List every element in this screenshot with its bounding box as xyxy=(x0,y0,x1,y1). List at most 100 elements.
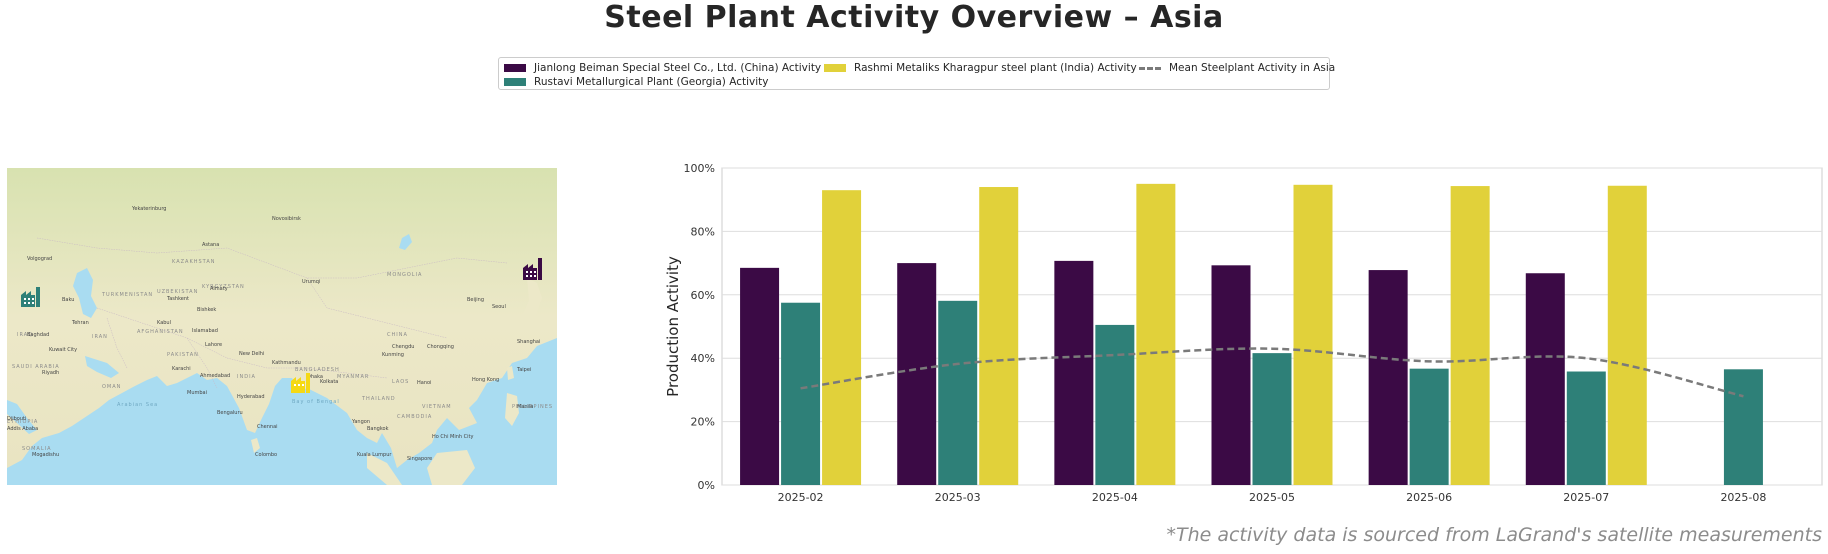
svg-text:PAKISTAN: PAKISTAN xyxy=(167,352,199,358)
chart-legend: Jianlong Beiman Special Steel Co., Ltd. … xyxy=(498,57,1335,90)
bar xyxy=(938,300,978,485)
bar xyxy=(1252,353,1292,485)
svg-text:Bangkok: Bangkok xyxy=(367,426,389,432)
svg-text:KYRGYZSTAN: KYRGYZSTAN xyxy=(202,284,245,290)
svg-text:Bishkek: Bishkek xyxy=(197,307,216,313)
landmass xyxy=(7,168,557,468)
svg-text:Baku: Baku xyxy=(62,297,74,303)
svg-text:Addis Ababa: Addis Ababa xyxy=(7,426,38,432)
bar xyxy=(1566,371,1606,485)
svg-text:Ahmedabad: Ahmedabad xyxy=(200,373,230,379)
svg-text:VIETNAM: VIETNAM xyxy=(422,404,452,410)
svg-text:Lahore: Lahore xyxy=(205,342,222,348)
svg-text:Tehran: Tehran xyxy=(71,320,89,326)
bar xyxy=(1095,324,1135,485)
svg-text:Kabul: Kabul xyxy=(157,320,171,326)
svg-text:Baghdad: Baghdad xyxy=(27,332,49,338)
svg-text:Almaty: Almaty xyxy=(210,286,228,292)
mean-line xyxy=(800,347,1744,398)
svg-text:Hanoi: Hanoi xyxy=(417,380,431,386)
svg-text:Volgograd: Volgograd xyxy=(27,256,52,262)
legend-swatch-georgia xyxy=(504,78,526,86)
svg-text:Arabian Sea: Arabian Sea xyxy=(117,402,158,408)
bar xyxy=(1409,368,1449,485)
svg-text:Chongqing: Chongqing xyxy=(427,344,454,350)
map-city-labels: Yekaterinburg Novosibirsk Volgograd Asta… xyxy=(7,206,540,462)
map-sea-labels: Arabian Sea Bay of Bengal xyxy=(117,399,340,408)
y-tick-label: 20% xyxy=(691,416,715,429)
svg-text:LAOS: LAOS xyxy=(392,379,409,385)
bar xyxy=(1054,260,1094,485)
bar xyxy=(1368,270,1408,485)
bar xyxy=(897,263,937,485)
y-tick-label: 100% xyxy=(684,162,715,175)
source-note: *The activity data is sourced from LaGra… xyxy=(1166,524,1822,546)
svg-text:UZBEKISTAN: UZBEKISTAN xyxy=(157,289,198,295)
svg-text:Singapore: Singapore xyxy=(407,456,432,462)
factory-icon-india xyxy=(291,373,310,393)
svg-text:Tashkent: Tashkent xyxy=(166,296,189,302)
lake-baikal xyxy=(399,234,412,250)
y-tick-label: 40% xyxy=(691,352,715,365)
svg-text:Shanghai: Shanghai xyxy=(517,339,540,345)
svg-text:CHINA: CHINA xyxy=(387,332,408,338)
svg-text:Bay of Bengal: Bay of Bengal xyxy=(292,399,340,405)
svg-text:Mogadishu: Mogadishu xyxy=(32,452,59,458)
svg-text:Kolkata: Kolkata xyxy=(320,379,338,385)
svg-text:Islamabad: Islamabad xyxy=(192,328,218,334)
legend-swatch-mean xyxy=(1139,66,1161,70)
svg-text:KAZAKHSTAN: KAZAKHSTAN xyxy=(172,259,216,265)
x-tick-label: 2025-08 xyxy=(1720,491,1766,504)
factory-icon-china xyxy=(523,258,542,280)
bar xyxy=(1723,369,1763,485)
bar xyxy=(1525,273,1565,485)
svg-text:Hyderabad: Hyderabad xyxy=(237,394,265,400)
svg-text:MONGOLIA: MONGOLIA xyxy=(387,272,422,278)
svg-text:Kuwait City: Kuwait City xyxy=(49,347,77,353)
asia-map: KAZAKHSTAN MONGOLIA CHINA IRAN INDIA PAK… xyxy=(7,168,557,485)
svg-text:Mumbai: Mumbai xyxy=(187,390,207,396)
bar xyxy=(979,187,1019,485)
svg-text:Karachi: Karachi xyxy=(172,366,191,372)
legend-item-mean: Mean Steelplant Activity in Asia xyxy=(1139,62,1335,74)
svg-text:Hong Kong: Hong Kong xyxy=(472,377,499,383)
svg-text:SAUDI ARABIA: SAUDI ARABIA xyxy=(12,364,60,370)
x-tick-label: 2025-06 xyxy=(1406,491,1452,504)
svg-text:Astana: Astana xyxy=(202,242,219,248)
taiwan xyxy=(507,366,514,380)
svg-text:BANGLADESH: BANGLADESH xyxy=(295,367,340,373)
bar xyxy=(781,302,821,485)
map-svg: KAZAKHSTAN MONGOLIA CHINA IRAN INDIA PAK… xyxy=(7,168,557,485)
svg-text:MYANMAR: MYANMAR xyxy=(337,374,369,380)
svg-text:IRAN: IRAN xyxy=(92,334,108,340)
legend-label-china: Jianlong Beiman Special Steel Co., Ltd. … xyxy=(534,62,822,74)
x-tick-label: 2025-07 xyxy=(1563,491,1609,504)
svg-text:AFGHANISTAN: AFGHANISTAN xyxy=(137,329,184,335)
svg-text:Riyadh: Riyadh xyxy=(42,370,59,376)
japan xyxy=(522,278,542,328)
country-borders xyxy=(36,237,508,389)
bar xyxy=(1211,265,1251,485)
red-sea xyxy=(7,400,37,434)
legend-item-georgia: Rustavi Metallurgical Plant (Georgia) Ac… xyxy=(504,76,768,88)
sri-lanka xyxy=(251,438,260,453)
legend-label-georgia: Rustavi Metallurgical Plant (Georgia) Ac… xyxy=(534,76,769,88)
svg-text:Kuala Lumpur: Kuala Lumpur xyxy=(357,452,392,458)
caspian-sea xyxy=(73,268,97,318)
x-tick-label: 2025-03 xyxy=(935,491,981,504)
svg-text:Bengaluru: Bengaluru xyxy=(217,410,243,416)
x-tick-label: 2025-04 xyxy=(1092,491,1138,504)
legend-item-india: Rashmi Metaliks Kharagpur steel plant (I… xyxy=(824,62,1137,74)
bar xyxy=(1607,185,1647,485)
x-tick-label: 2025-05 xyxy=(1249,491,1295,504)
svg-text:Dhaka: Dhaka xyxy=(307,374,323,380)
philippines xyxy=(505,393,519,426)
svg-text:Djibouti: Djibouti xyxy=(7,416,26,422)
svg-text:Urumqi: Urumqi xyxy=(302,279,320,285)
svg-text:Colombo: Colombo xyxy=(255,452,277,458)
borneo xyxy=(427,450,475,485)
svg-text:ETHIOPIA: ETHIOPIA xyxy=(7,419,38,425)
svg-text:THAILAND: THAILAND xyxy=(361,396,396,402)
svg-text:Manila: Manila xyxy=(517,404,533,410)
